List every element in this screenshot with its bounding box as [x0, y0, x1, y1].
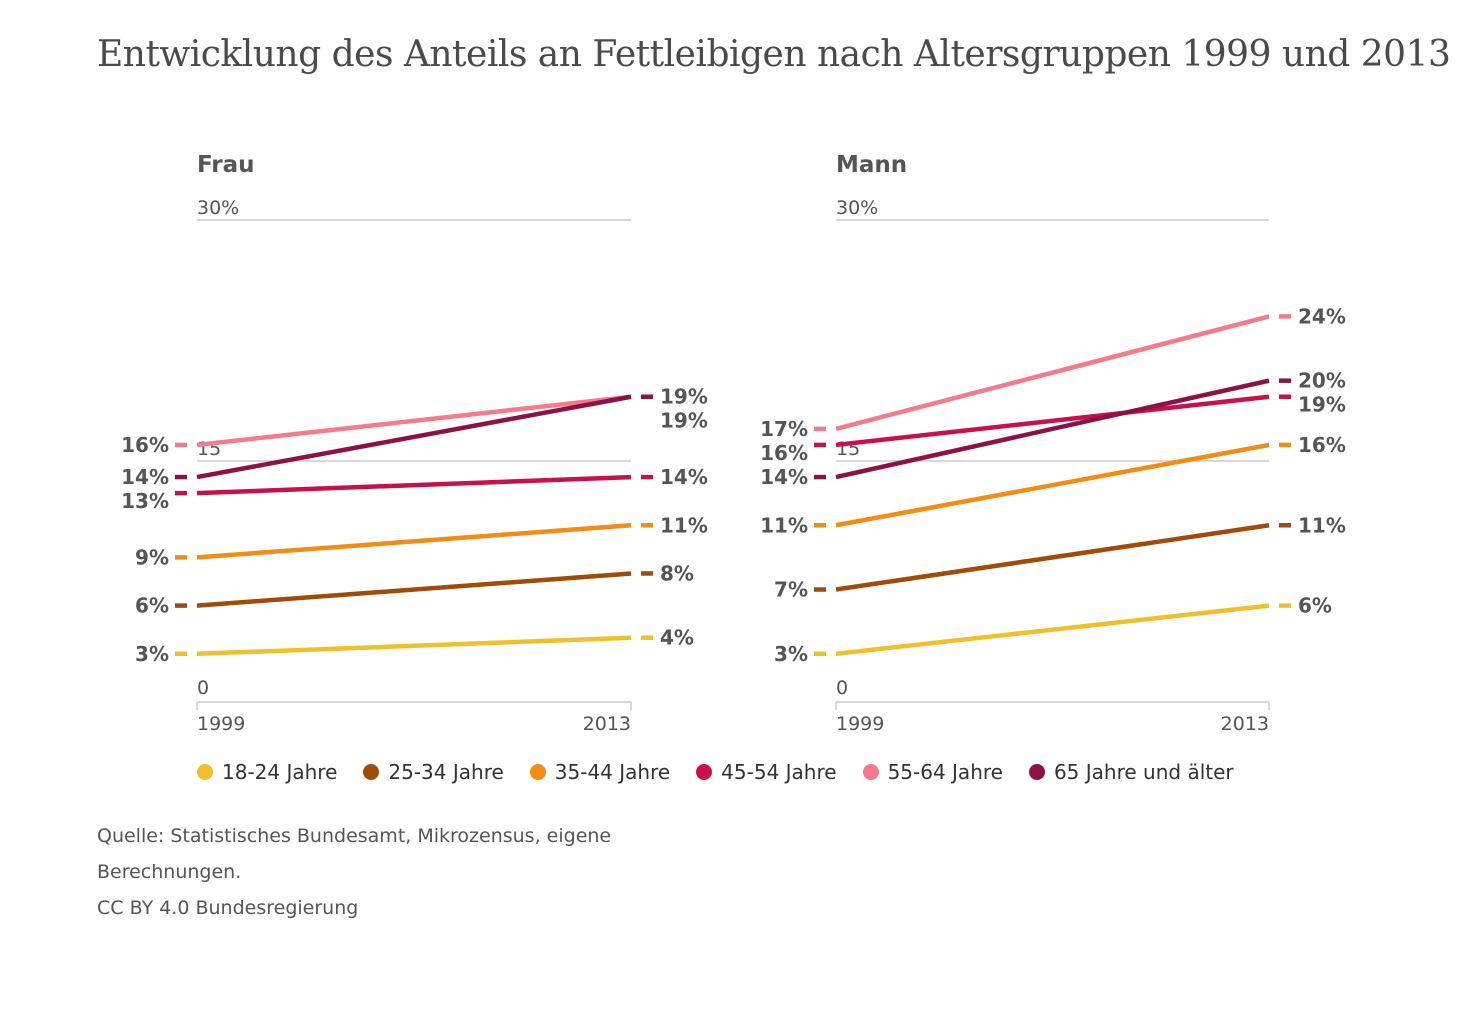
start-value-label: 16%	[121, 433, 169, 457]
legend-swatch	[696, 764, 713, 780]
start-value-label: 3%	[774, 642, 808, 666]
end-value-label: 19%	[660, 409, 708, 433]
start-value-label: 9%	[135, 545, 169, 569]
series-line	[835, 603, 1270, 657]
series-line	[196, 394, 632, 448]
x-tick-label: 2013	[583, 713, 631, 735]
source-line: Berechnungen.	[97, 861, 242, 883]
series-line	[835, 523, 1270, 592]
panel-title: Frau	[197, 152, 254, 178]
x-tick-label: 2013	[1221, 713, 1269, 735]
y-tick-label: 0	[197, 677, 209, 699]
legend-item-55-64: 55-64 Jahre	[862, 760, 1003, 784]
legend-label: 65 Jahre und älter	[1053, 760, 1234, 784]
legend-swatch	[197, 764, 213, 780]
end-value-label: 19%	[660, 385, 708, 409]
end-value-label: 4%	[660, 626, 694, 650]
start-value-label: 16%	[760, 441, 808, 465]
legend-swatch	[363, 764, 380, 780]
legend-item-18-24: 18-24 Jahre	[197, 760, 337, 784]
y-tick-label: 30%	[836, 197, 878, 219]
legend-swatch	[529, 764, 546, 780]
y-tick-label: 0	[836, 677, 848, 699]
series-line	[835, 378, 1270, 480]
series-line	[196, 474, 632, 496]
start-value-label: 13%	[121, 489, 169, 513]
legend-label: 45-54 Jahre	[721, 760, 837, 784]
start-value-label: 17%	[760, 417, 808, 441]
start-value-label: 3%	[135, 642, 169, 666]
legend-swatch	[862, 764, 879, 780]
y-tick-label: 30%	[197, 197, 239, 219]
end-value-label: 11%	[660, 513, 708, 537]
series-line	[835, 394, 1270, 448]
panel-title: Mann	[836, 152, 907, 178]
x-tick-label: 1999	[197, 713, 245, 735]
legend-item-25-34: 25-34 Jahre	[363, 760, 504, 784]
end-value-label: 14%	[660, 465, 708, 489]
legend-item-65-plus: 65 Jahre und älter	[1028, 760, 1234, 784]
chart-title: Entwicklung des Anteils an Fettleibigen …	[97, 34, 1451, 75]
end-value-label: 16%	[1298, 433, 1346, 457]
start-value-label: 14%	[121, 465, 169, 489]
source-line: Quelle: Statistisches Bundesamt, Mikroze…	[97, 825, 612, 847]
start-value-label: 7%	[774, 578, 808, 602]
x-tick-label: 1999	[836, 713, 884, 735]
legend-label: 35-44 Jahre	[554, 760, 671, 784]
end-value-label: 20%	[1298, 369, 1346, 393]
start-value-label: 14%	[760, 465, 808, 489]
source-line: CC BY 4.0 Bundesregierung	[97, 897, 359, 919]
end-value-label: 11%	[1298, 513, 1346, 537]
series-line	[196, 571, 632, 608]
legend-swatch	[1028, 764, 1045, 780]
start-value-label: 6%	[135, 594, 169, 618]
legend: 18-24 Jahre 25-34 Jahre 35-44 Jahre 45-5…	[197, 760, 1234, 784]
series-line	[835, 442, 1270, 528]
series-line	[196, 635, 632, 657]
start-value-label: 11%	[760, 513, 808, 537]
end-value-label: 6%	[1298, 594, 1332, 618]
end-value-label: 19%	[1298, 393, 1346, 417]
series-line	[835, 314, 1270, 432]
end-value-label: 8%	[660, 561, 694, 585]
legend-label: 25-34 Jahre	[388, 760, 504, 784]
end-value-label: 24%	[1298, 304, 1346, 328]
legend-label: 18-24 Jahre	[222, 760, 338, 784]
source-note: Quelle: Statistisches Bundesamt, Mikroze…	[97, 818, 611, 926]
series-line	[196, 394, 632, 480]
legend-item-45-54: 45-54 Jahre	[696, 760, 837, 784]
series-line	[196, 523, 632, 560]
legend-label: 55-64 Jahre	[887, 760, 1003, 784]
legend-item-35-44: 35-44 Jahre	[529, 760, 671, 784]
